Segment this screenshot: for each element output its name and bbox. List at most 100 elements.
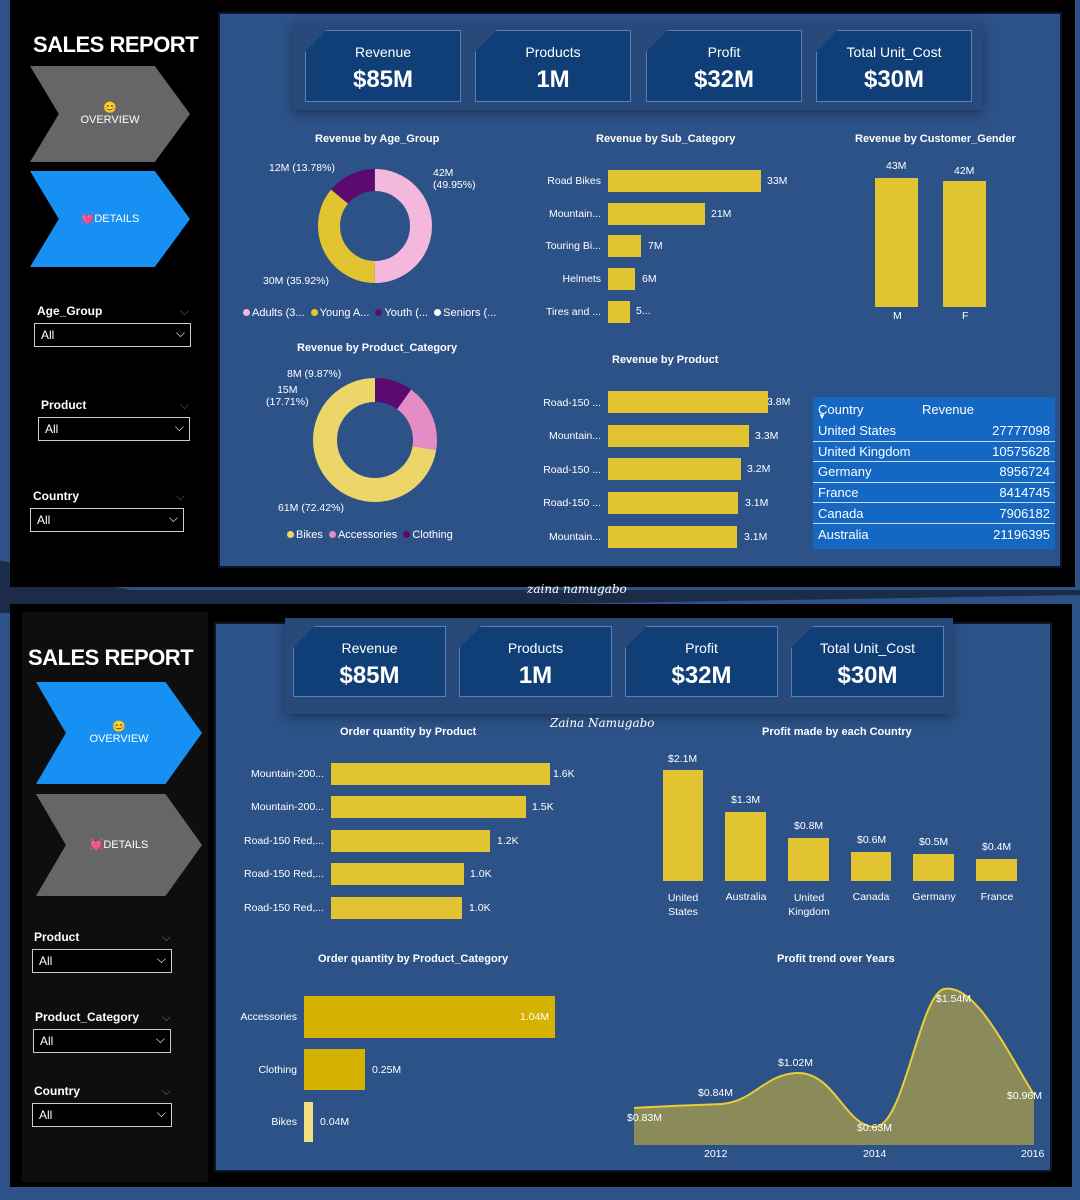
- nav-overview-label: OVERVIEW: [80, 114, 140, 126]
- data-label: 3.2M: [747, 463, 771, 475]
- bar-category-accessories: [304, 996, 555, 1038]
- profit-trend-area: [634, 988, 1034, 1145]
- chevron-down-icon[interactable]: ⌵: [175, 489, 185, 503]
- product-category-donut: [313, 378, 437, 502]
- bar-product-1: [608, 391, 768, 413]
- axis-label: F: [962, 310, 969, 322]
- kpi-label: Profit: [707, 44, 741, 60]
- data-label: 0.04M: [320, 1116, 350, 1128]
- age-label-young: 30M (35.92%): [263, 275, 329, 287]
- age-group-donut: [318, 169, 432, 283]
- kpi-products-card: Products 1M: [475, 30, 631, 102]
- axis-label: Australia: [725, 891, 767, 903]
- bar-product-5: [608, 526, 737, 548]
- category-label-accessories: 15M (17.71%): [266, 384, 309, 408]
- bar-category-bikes: [304, 1102, 313, 1142]
- order-qty-product-title: Order quantity by Product: [340, 726, 477, 738]
- filter-product-select[interactable]: All ⌵: [38, 417, 190, 441]
- data-label: 1.5K: [532, 801, 554, 813]
- axis-label: Tires and ...: [545, 306, 601, 318]
- data-label: 42M: [954, 165, 975, 177]
- data-label: $0.96M: [1007, 1090, 1043, 1102]
- kpi-value: $32M: [693, 66, 755, 93]
- kpi-label: Total Unit_Cost: [820, 640, 915, 656]
- kpi-label: Revenue: [354, 44, 412, 60]
- axis-label: Mountain-200...: [251, 768, 324, 780]
- slice-young-adults: [318, 169, 432, 283]
- kpi-revenue-card: Revenue $85M: [293, 626, 446, 697]
- watermark: zaina namugabo: [527, 582, 627, 596]
- data-label: 0.25M: [372, 1064, 402, 1076]
- data-label: 5...: [636, 305, 651, 317]
- axis-label: Accessories: [240, 1011, 297, 1023]
- chevron-down-icon[interactable]: ⌵: [179, 398, 189, 412]
- table-row: United States 27777098: [813, 421, 1055, 442]
- axis-label: Mountain...: [549, 430, 601, 442]
- kpi-label: Profit: [685, 640, 718, 656]
- profit-trend-line: [634, 987, 1035, 1129]
- kpi-label: Revenue: [341, 640, 398, 656]
- axis-label: Germany: [912, 891, 956, 903]
- gender-chart-title: Revenue by Customer_Gender: [855, 133, 1016, 145]
- category-label-clothing: 8M (9.87%): [287, 368, 342, 380]
- bar-profit-france: [976, 859, 1017, 881]
- age-group-chart-title: Revenue by Age_Group: [315, 133, 440, 145]
- filter-country-label: Country ⌵: [33, 489, 185, 503]
- bar-profit-australia: [725, 812, 766, 881]
- table-row: Germany 8956724: [813, 462, 1055, 483]
- data-label: $0.63M: [857, 1122, 893, 1134]
- filter-age-group-select[interactable]: All ⌵: [34, 323, 191, 347]
- profit-country-title: Profit made by each Country: [762, 726, 912, 738]
- column-header-country[interactable]: Country: [818, 401, 864, 417]
- kpi-label: Total Unit_Cost: [846, 44, 942, 60]
- data-label: 1.0K: [470, 868, 492, 880]
- filter-country-select[interactable]: All ⌵: [32, 1103, 172, 1127]
- kpi-profit-card: Profit $32M: [625, 626, 778, 697]
- filter-age-group-label: Age_Group ⌵: [37, 304, 189, 318]
- data-label: 1.0K: [469, 902, 491, 914]
- smile-icon: 😊: [103, 102, 117, 114]
- bar-touring: [608, 235, 641, 257]
- bar-order-product-3: [331, 830, 490, 852]
- axis-label: Road-150 ...: [543, 464, 601, 476]
- nav-details-label: DETAILS: [94, 213, 140, 225]
- filter-product-select[interactable]: All ⌵: [32, 949, 172, 973]
- chevron-down-icon: ⌵: [175, 326, 185, 340]
- age-label-youth: 12M (13.78%): [269, 162, 335, 174]
- age-label-adults: 42M (49.95%): [433, 167, 476, 191]
- filter-country-select[interactable]: All ⌵: [30, 508, 184, 532]
- bar-mountain: [608, 203, 705, 225]
- nav-details-label: DETAILS: [103, 839, 149, 851]
- data-label: $1.3M: [731, 794, 761, 806]
- data-label: $0.6M: [857, 834, 887, 846]
- table-row: Australia 21196395: [818, 526, 1050, 542]
- chevron-down-icon[interactable]: ⌵: [161, 1010, 171, 1024]
- kpi-value: $30M: [863, 66, 925, 93]
- table-row: France 8414745: [813, 483, 1055, 504]
- data-label: $0.5M: [919, 836, 949, 848]
- order-qty-category-title: Order quantity by Product_Category: [318, 953, 509, 965]
- chevron-down-icon[interactable]: ⌵: [161, 1084, 171, 1098]
- data-label: 3.8M: [767, 396, 791, 408]
- bar-profit-germany: [913, 854, 954, 881]
- bar-helmets: [608, 268, 635, 290]
- data-label: 7M: [648, 240, 663, 252]
- chevron-down-icon[interactable]: ⌵: [179, 304, 189, 318]
- category-label-bikes: 61M (72.42%): [278, 502, 344, 514]
- bar-order-product-2: [331, 796, 526, 818]
- bar-profit-canada: [851, 852, 891, 881]
- column-header-revenue[interactable]: Revenue: [921, 401, 974, 417]
- table-header: Country Revenue ▼: [813, 397, 1055, 422]
- kpi-label: Products: [525, 44, 581, 60]
- bar-order-product-4: [331, 863, 464, 885]
- data-label: 3.1M: [744, 531, 768, 543]
- product-category-chart-title: Revenue by Product_Category: [297, 342, 458, 354]
- filter-product-category-select[interactable]: All ⌵: [33, 1029, 171, 1053]
- app-title: SALES REPORT: [33, 32, 199, 57]
- axis-label: M: [893, 310, 902, 322]
- data-label: $1.54M: [936, 993, 972, 1005]
- app-title: SALES REPORT: [28, 645, 194, 670]
- data-label: 1.04M: [520, 1011, 550, 1023]
- chevron-down-icon[interactable]: ⌵: [161, 930, 171, 944]
- axis-label: Canada: [852, 891, 890, 903]
